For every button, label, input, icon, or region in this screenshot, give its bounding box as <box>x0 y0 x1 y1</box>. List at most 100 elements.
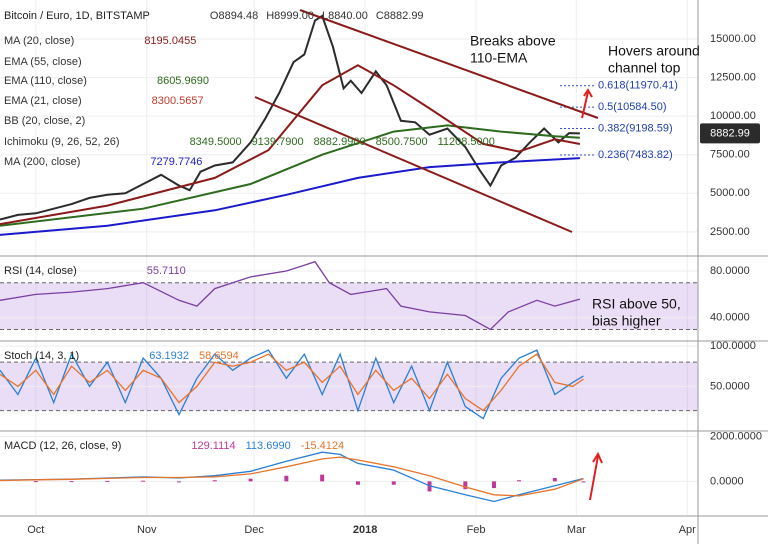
legend-text: EMA (110, close) <box>4 75 87 87</box>
legend-text: Stoch (14, 3, 1) <box>4 350 79 362</box>
channel-bottom <box>254 96 573 233</box>
legend-text: 55.7110 <box>147 265 186 277</box>
histogram-bar <box>355 481 360 485</box>
indicator-legend: MA (20, close) 8195.0455 <box>4 35 196 47</box>
y-tick-label: 12500.00 <box>710 71 756 83</box>
fib-label: 0.5(10584.50) <box>598 101 667 113</box>
legend-text: 8500.7500 <box>376 136 428 148</box>
legend-text: RSI (14, close) <box>4 265 77 277</box>
histogram-bar <box>581 481 586 483</box>
annotation: 110-EMA <box>470 50 528 66</box>
legend-text: MA (20, close) <box>4 35 74 47</box>
indicator-legend: Ichimoku (9, 26, 52, 26) 8349.5000 9139.79… <box>4 136 495 148</box>
x-tick-label: Apr <box>679 524 696 536</box>
x-tick-label: Mar <box>567 524 586 536</box>
legend-text: MA (200, close) <box>4 156 80 168</box>
pane-title: Stoch (14, 3, 1) 63.1932 58.6594 <box>4 350 239 362</box>
histogram-bar <box>248 478 253 482</box>
legend-text: 9139.7900 <box>252 136 304 148</box>
y-tick-label: 2000.0000 <box>710 430 762 442</box>
series-line <box>0 260 581 331</box>
last-price-label: 8882.99 <box>710 127 750 139</box>
legend-text: 8195.0455 <box>144 35 196 47</box>
legend-text: 129.1114 <box>191 440 235 452</box>
y-tick-label: 50.0000 <box>710 380 750 392</box>
series-line <box>0 64 581 226</box>
histogram-bar <box>176 481 181 483</box>
legend-text: -15.4124 <box>301 440 344 452</box>
y-tick-label: 0.0000 <box>710 475 744 487</box>
legend-text: 63.1932 <box>149 350 189 362</box>
legend-text: O8894.48 <box>210 10 258 22</box>
legend-text: Bitcoin / Euro, 1D, BITSTAMP <box>4 10 150 22</box>
y-tick-label: 10000.00 <box>710 110 756 122</box>
labels: Oct Nov Dec 2018 Feb Mar Apr 15000.00 12500.00 10… <box>4 10 762 536</box>
y-tick-label: 2500.00 <box>710 226 750 238</box>
arrow <box>581 88 593 119</box>
indicator-legend: EMA (21, close) 8300.5657 <box>4 95 204 107</box>
legend-text: 8605.9690 <box>157 75 209 87</box>
legend-text: 113.6990 <box>246 440 291 452</box>
legend-text: 8300.5657 <box>152 95 204 107</box>
histogram-bar <box>284 475 289 482</box>
histogram-bar <box>212 480 217 482</box>
legend-text: 11208.5000 <box>438 136 495 148</box>
legend-text: Ichimoku (9, 26, 52, 26) <box>4 136 120 148</box>
annotation: Hovers around <box>608 43 700 59</box>
series-line <box>0 14 580 221</box>
histogram-bar <box>320 474 325 482</box>
legend-text: 8882.9900 <box>314 136 366 148</box>
legend-text: EMA (21, close) <box>4 95 82 107</box>
histogram-bar <box>463 481 468 490</box>
y-tick-label: 40.0000 <box>710 312 750 324</box>
y-tick-label: 100.0000 <box>710 340 756 352</box>
legend-text: L8840.00 <box>322 10 368 22</box>
histogram-bar <box>69 481 74 483</box>
legend-text: MACD (12, 26, close, 9) <box>4 440 121 452</box>
y-tick-label: 5000.00 <box>710 187 750 199</box>
x-tick-label: Feb <box>467 524 486 536</box>
x-tick-label: Dec <box>244 524 264 536</box>
series-line <box>0 157 580 236</box>
fib-label: 0.236(7483.82) <box>598 149 673 161</box>
x-tick-label: Oct <box>27 524 44 536</box>
indicator-legend: BB (20, close, 2) <box>4 115 85 127</box>
pane-title: MACD (12, 26, close, 9) 129.1114 113.6990-… <box>4 440 344 452</box>
pane-title: RSI (14, close) 55.7110 <box>4 265 186 277</box>
fib-label: 0.382(9198.59) <box>598 122 673 134</box>
indicator-legend: EMA (110, close) 8605.9690 <box>4 75 209 87</box>
x-tick-label: Nov <box>137 524 157 536</box>
legend-text: H8999.00 <box>266 10 314 22</box>
histogram-bar <box>491 481 496 489</box>
histogram-bar <box>552 477 557 482</box>
annotation: channel top <box>608 60 681 76</box>
indicator-legend: MA (200, close) 7279.7746 <box>4 156 202 168</box>
y-tick-label: 80.0000 <box>710 265 750 277</box>
y-tick-label: 7500.00 <box>710 149 750 161</box>
series-line <box>0 124 580 227</box>
marks <box>0 14 760 503</box>
annotation: Breaks above <box>470 33 556 49</box>
fib-label: 0.618(11970.41) <box>598 80 678 92</box>
legend-text: 8349.5000 <box>190 136 242 148</box>
histogram-bar <box>517 480 522 482</box>
legend-text: 58.6594 <box>199 350 239 362</box>
legend-text: 7279.7746 <box>150 156 202 168</box>
indicator-legend: EMA (55, close) <box>4 56 82 68</box>
y-tick-label: 15000.00 <box>710 33 756 45</box>
last-price-box <box>700 123 760 144</box>
legend-text: C8882.99 <box>376 10 424 22</box>
histogram-bar <box>105 480 110 482</box>
legend-text: EMA (55, close) <box>4 56 82 68</box>
channel-top <box>299 9 599 119</box>
series-line <box>0 456 584 497</box>
pane-title: Bitcoin / Euro, 1D, BITSTAMP O8894.48 H899… <box>4 10 424 22</box>
annotation: bias higher <box>592 313 661 329</box>
histogram-bar <box>391 481 396 485</box>
band <box>0 282 698 330</box>
x-tick-label: 2018 <box>353 524 377 536</box>
histogram-bar <box>141 480 146 482</box>
